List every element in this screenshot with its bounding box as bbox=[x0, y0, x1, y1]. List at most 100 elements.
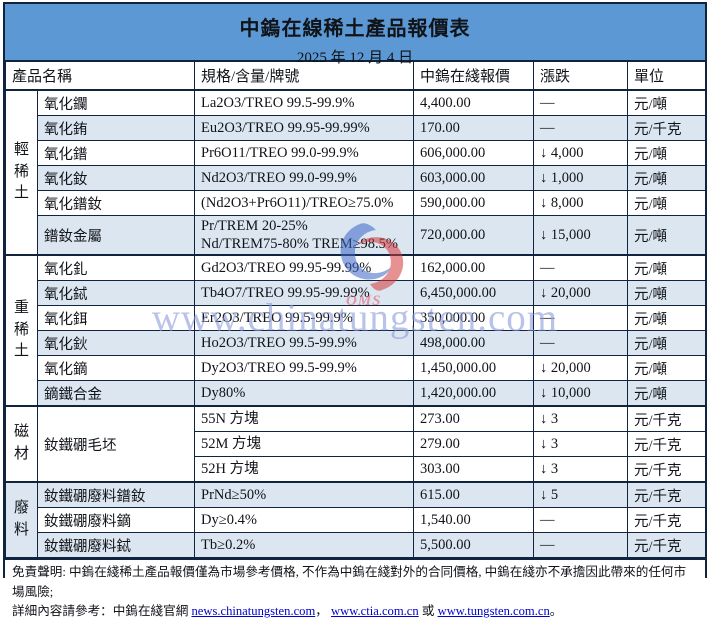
price-unit: 元/噸 bbox=[627, 280, 707, 306]
price-change: ↓ 3 bbox=[533, 405, 629, 432]
product-price: 350,000.00 bbox=[413, 305, 535, 331]
product-spec: La2O3/TREO 99.5-99.9% bbox=[194, 89, 415, 116]
product-name: 氧化釹 bbox=[36, 165, 196, 191]
price-unit: 元/噸 bbox=[627, 165, 707, 191]
price-unit: 元/噸 bbox=[627, 215, 707, 256]
report-date: 2025 年 12 月 4 日 bbox=[296, 50, 414, 66]
product-price: 720,000.00 bbox=[413, 215, 535, 256]
table-row: 氧化鐠釹 (Nd2O3+Pr6O11)/TREO≥75.0% 590,000.0… bbox=[6, 190, 707, 216]
price-unit: 元/噸 bbox=[627, 89, 707, 116]
disclaimer-line2-prefix: 詳細內容請參考：中鎢在綫官網 bbox=[12, 604, 192, 619]
product-spec: 52M 方塊 bbox=[194, 431, 415, 457]
price-change: ↓ 3 bbox=[533, 456, 629, 483]
price-unit: 元/噸 bbox=[627, 254, 707, 281]
product-spec: Gd2O3/TREO 99.95-99.99% bbox=[194, 254, 415, 281]
link-news-chinatungsten[interactable]: news.chinatungsten.com bbox=[191, 604, 316, 619]
table-row: 52M 方塊 279.00 ↓ 3 元/千克 bbox=[6, 431, 707, 457]
product-price: 170.00 bbox=[413, 115, 535, 141]
disclaimer: 免責聲明: 中鎢在綫稀土產品報價僅為市場參考價格, 不作為中鎢在綫對外的合同價格… bbox=[5, 558, 705, 622]
price-unit: 元/噸 bbox=[627, 380, 707, 407]
product-price: 5,500.00 bbox=[413, 532, 535, 558]
link-tungsten[interactable]: www.tungsten.com.cn bbox=[437, 604, 550, 619]
disclaimer-line2: 詳細內容請參考：中鎢在綫官網 news.chinatungsten.com， w… bbox=[12, 602, 698, 622]
product-name: 釹鐵硼毛坯 bbox=[36, 405, 196, 483]
product-price: 162,000.00 bbox=[413, 254, 535, 281]
table-row: 氧化鉺 Er2O3/TREO 99.5-99.9% 350,000.00 — 元… bbox=[6, 305, 707, 331]
price-unit: 元/千克 bbox=[627, 405, 707, 432]
product-price: 6,450,000.00 bbox=[413, 280, 535, 306]
table-row: 氧化鈥 Ho2O3/TREO 99.5-99.9% 498,000.00 — 元… bbox=[6, 330, 707, 356]
group-label-heavy-rare-earth: 重稀土 bbox=[5, 254, 38, 407]
table-row: 釹鐵硼廢料鋱 Tb≥0.2% 5,500.00 — 元/千克 bbox=[6, 532, 707, 558]
column-header-price: 中鎢在綫報價 bbox=[413, 61, 535, 91]
disclaimer-sep1: ， bbox=[315, 604, 332, 619]
product-spec: Dy2O3/TREO 99.5-99.9% bbox=[194, 355, 415, 381]
table-row: 釹鐵硼廢料鏑 Dy≥0.4% 1,540.00 — 元/千克 bbox=[6, 507, 707, 533]
product-price: 279.00 bbox=[413, 431, 535, 457]
product-spec: Eu2O3/TREO 99.95-99.99% bbox=[194, 115, 415, 141]
price-unit: 元/千克 bbox=[627, 456, 707, 483]
product-spec: Tb≥0.2% bbox=[194, 532, 415, 558]
price-change: ↓ 5 bbox=[533, 481, 629, 508]
product-price: 303.00 bbox=[413, 456, 535, 483]
product-spec: Ho2O3/TREO 99.5-99.9% bbox=[194, 330, 415, 356]
table-row: 氧化鏑 Dy2O3/TREO 99.5-99.9% 1,450,000.00 ↓… bbox=[6, 355, 707, 381]
price-change: ↓ 20,000 bbox=[533, 355, 629, 381]
price-unit: 元/千克 bbox=[627, 481, 707, 508]
product-price: 1,540.00 bbox=[413, 507, 535, 533]
product-name: 釹鐵硼廢料鋱 bbox=[36, 532, 196, 558]
disclaimer-suffix: 。 bbox=[549, 604, 563, 619]
product-price: 606,000.00 bbox=[413, 140, 535, 166]
product-price: 498,000.00 bbox=[413, 330, 535, 356]
product-name: 釹鐵硼廢料鐠釹 bbox=[36, 481, 196, 508]
product-spec: PrNd≥50% bbox=[194, 481, 415, 508]
product-price: 615.00 bbox=[413, 481, 535, 508]
group-label-magnet-material: 磁材 bbox=[5, 405, 38, 483]
price-change: ↓ 20,000 bbox=[533, 280, 629, 306]
product-name: 氧化鋱 bbox=[36, 280, 196, 306]
link-ctia[interactable]: www.ctia.com.cn bbox=[331, 604, 419, 619]
price-unit: 元/噸 bbox=[627, 305, 707, 331]
product-spec: Er2O3/TREO 99.5-99.9% bbox=[194, 305, 415, 331]
column-header-unit: 單位 bbox=[627, 61, 707, 91]
price-unit: 元/千克 bbox=[627, 431, 707, 457]
table-row: 重稀土 氧化釓 Gd2O3/TREO 99.95-99.99% 162,000.… bbox=[5, 254, 707, 407]
table-row: 氧化鐠 Pr6O11/TREO 99.0-99.9% 606,000.00 ↓ … bbox=[6, 140, 707, 166]
product-price: 603,000.00 bbox=[413, 165, 535, 191]
price-table: 產品名稱 規格/含量/牌號 中鎢在綫報價 漲跌 單位 輕稀土 氧化鑭 La2O3… bbox=[4, 61, 707, 558]
price-unit: 元/噸 bbox=[627, 190, 707, 216]
price-unit: 元/千克 bbox=[627, 507, 707, 533]
price-unit: 元/噸 bbox=[627, 355, 707, 381]
table-row: 廢料 釹鐵硼廢料鐠釹 PrNd≥50% 615.00 ↓ 5 元/千克 bbox=[5, 481, 707, 558]
product-price: 4,400.00 bbox=[413, 89, 535, 116]
product-price: 1,420,000.00 bbox=[413, 380, 535, 407]
product-spec: 55N 方塊 bbox=[194, 405, 415, 432]
product-spec: Dy≥0.4% bbox=[194, 507, 415, 533]
price-change: — bbox=[533, 254, 629, 281]
product-spec: Dy80% bbox=[194, 380, 415, 407]
product-spec: Nd2O3/TREO 99.0-99.9% bbox=[194, 165, 415, 191]
product-price: 1,450,000.00 bbox=[413, 355, 535, 381]
rare-earth-price-report: 中鎢在線稀土產品報價表 2025 年 12 月 4 日 產品名稱 規格/含量/牌… bbox=[3, 2, 707, 622]
product-name: 鏑鐵合金 bbox=[36, 380, 196, 407]
product-name: 氧化鐠釹 bbox=[36, 190, 196, 216]
table-row: 輕稀土 氧化鑭 La2O3/TREO 99.5-99.9% 4,400.00 —… bbox=[5, 89, 707, 256]
product-price: 590,000.00 bbox=[413, 190, 535, 216]
table-row: 磁材 釹鐵硼毛坯 55N 方塊 273.00 ↓ 3 元/千克 bbox=[5, 405, 707, 483]
price-change: — bbox=[533, 115, 629, 141]
product-name: 鐠釹金屬 bbox=[36, 215, 196, 256]
page-title: 中鎢在線稀土產品報價表 bbox=[239, 18, 471, 40]
product-spec: Tb4O7/TREO 99.95-99.99% bbox=[194, 280, 415, 306]
product-name: 氧化鐠 bbox=[36, 140, 196, 166]
column-header-product: 產品名稱 bbox=[4, 61, 196, 91]
product-name: 氧化鏑 bbox=[36, 355, 196, 381]
column-header-change: 漲跌 bbox=[533, 61, 629, 91]
table-row: 鐠釹金屬 Pr/TREM 20-25% Nd/TREM75-80% TREM≥9… bbox=[6, 215, 707, 256]
table-row: 52H 方塊 303.00 ↓ 3 元/千克 bbox=[6, 456, 707, 483]
price-change: ↓ 1,000 bbox=[533, 165, 629, 191]
group-label-scrap: 廢料 bbox=[5, 481, 38, 558]
group-label-light-rare-earth: 輕稀土 bbox=[5, 89, 38, 256]
product-name: 釹鐵硼廢料鏑 bbox=[36, 507, 196, 533]
product-name: 氧化釓 bbox=[36, 254, 196, 281]
price-change: — bbox=[533, 330, 629, 356]
